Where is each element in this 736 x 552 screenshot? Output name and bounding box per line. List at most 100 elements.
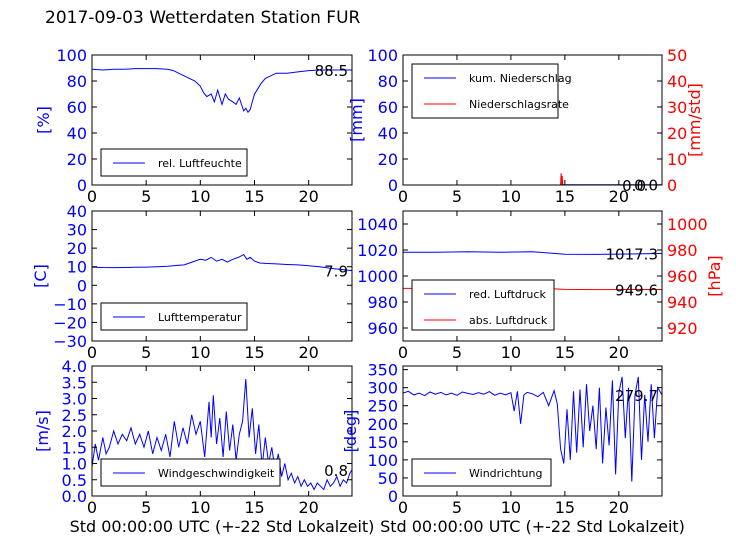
y-tick-label: −10	[53, 295, 87, 314]
y-right-tick-label: 960	[667, 267, 698, 286]
y-tick-label: 350	[367, 361, 398, 380]
y-right-tick-label: 10	[667, 150, 687, 169]
x-tick-label: 10	[190, 343, 210, 362]
y-tick-label: 150	[367, 433, 398, 452]
y-right-tick-label: 40	[667, 72, 687, 91]
x-tick-label: 15	[555, 187, 575, 206]
last-value-label: 1017.3	[606, 246, 659, 264]
y-tick-label: 1000	[357, 267, 398, 286]
x-axis-label: Std 00:00:00 UTC (+-22 Std Lokalzeit)	[380, 517, 685, 536]
y-tick-label: 250	[367, 397, 398, 416]
legend-box	[100, 302, 248, 331]
legend-label: abs. Luftdruck	[469, 314, 548, 327]
y-tick-label: 200	[367, 415, 398, 434]
series-line-red-luftdruck	[403, 251, 663, 255]
y-right-tick-label: 50	[667, 46, 687, 65]
y-tick-label: 20	[378, 150, 398, 169]
y-axis-label: [mm]	[347, 98, 366, 142]
legend: Windgeschwindigkeit	[100, 458, 281, 487]
last-value-label: 7.9	[324, 263, 348, 281]
y-tick-label: 80	[67, 72, 87, 91]
legend: red. Luftdruck abs. Luftdruck	[411, 279, 555, 331]
y-tick-label: 40	[67, 124, 87, 143]
plot-frame	[402, 54, 663, 186]
plot-frame	[91, 210, 353, 342]
x-tick-label: 20	[298, 498, 318, 517]
chart-pressure: 0 5 10 15 20 960 980 1000 1020 1040 920 940 960 980 10…	[357, 210, 724, 362]
y-right-tick-label: 0	[667, 176, 677, 195]
y-tick-label: −30	[53, 332, 87, 351]
y-tick-label: 0	[77, 276, 87, 295]
x-tick-label: 10	[501, 498, 521, 517]
legend-box	[411, 63, 559, 119]
x-tick-label: 15	[555, 498, 575, 517]
y-tick-label: 960	[367, 319, 398, 338]
x-tick-label: 0	[398, 343, 408, 362]
x-tick-label: 0	[87, 343, 97, 362]
x-tick-label: 0	[398, 498, 408, 517]
legend: Lufttemperatur	[100, 302, 248, 331]
x-tick-label: 20	[609, 498, 629, 517]
x-tick-label: 5	[141, 498, 151, 517]
x-tick-label: 15	[244, 187, 264, 206]
plot-area	[402, 376, 663, 482]
last-value-label: 88.5	[315, 62, 348, 80]
legend-label: rel. Luftfeuchte	[158, 157, 242, 170]
y-tick-label: 40	[67, 202, 87, 221]
y-tick-label: 0.0	[62, 487, 87, 506]
y-right-axis-label: [hPa]	[705, 255, 724, 296]
x-tick-label: 10	[501, 187, 521, 206]
y-tick-label: 60	[67, 98, 87, 117]
legend-box	[411, 279, 555, 331]
y-tick-label: 2.5	[62, 406, 87, 425]
last-value-label: 0.0	[634, 177, 658, 195]
y-right-tick-label: 1000	[667, 215, 708, 234]
y-tick-label: 1040	[357, 215, 398, 234]
y-tick-label: 20	[67, 150, 87, 169]
y-tick-label: 3.5	[62, 373, 87, 392]
series-line-windgeschwindigkeit	[91, 378, 353, 491]
legend-label: Windrichtung	[469, 467, 542, 480]
y-tick-label: 1.5	[62, 438, 87, 457]
y-right-tick-label: 980	[667, 241, 698, 260]
y-right-tick-label: 920	[667, 319, 698, 338]
y-tick-label: 100	[56, 46, 87, 65]
legend: rel. Luftfeuchte	[100, 148, 248, 177]
x-tick-label: 15	[244, 343, 264, 362]
y-tick-label: 0	[388, 176, 398, 195]
x-tick-label: 5	[452, 498, 462, 517]
plot-area	[91, 378, 353, 491]
legend-label: red. Luftdruck	[469, 288, 546, 301]
x-tick-label: 20	[298, 343, 318, 362]
x-tick-label: 0	[398, 187, 408, 206]
y-tick-label: 4.0	[62, 357, 87, 376]
x-tick-label: 20	[609, 187, 629, 206]
y-tick-label: −20	[53, 313, 87, 332]
x-tick-label: 10	[190, 498, 210, 517]
y-right-axis-label: [mm/std]	[685, 83, 704, 157]
y-right-tick-label: 20	[667, 124, 687, 143]
legend-label: Niederschlagsrate	[469, 98, 569, 111]
y-tick-label: 2.0	[62, 422, 87, 441]
y-tick-label: 980	[367, 293, 398, 312]
y-right-tick-label: 30	[667, 98, 687, 117]
plot-frame	[91, 54, 353, 186]
x-tick-label: 20	[298, 187, 318, 206]
y-tick-label: 30	[67, 221, 87, 240]
legend-label: Lufttemperatur	[158, 311, 242, 324]
y-tick-label: 100	[367, 451, 398, 470]
legend: Windrichtung	[411, 458, 552, 487]
x-tick-label: 10	[190, 187, 210, 206]
y-tick-label: 40	[378, 124, 398, 143]
x-tick-label: 10	[501, 343, 521, 362]
plot-area	[91, 253, 353, 272]
series-line-windrichtung	[402, 376, 663, 482]
x-tick-label: 15	[244, 498, 264, 517]
y-tick-label: 0	[388, 487, 398, 506]
x-tick-label: 15	[555, 343, 575, 362]
y-axis-label: [%]	[34, 106, 53, 134]
